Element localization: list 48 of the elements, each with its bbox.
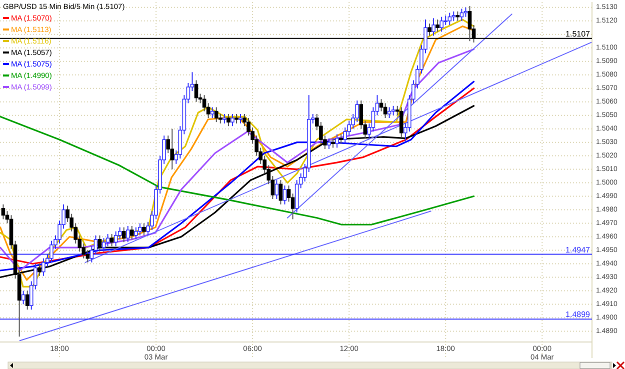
candlestick [110,234,114,247]
candlestick [387,106,392,119]
candlestick [126,225,130,243]
candlestick [432,18,436,36]
ref-line-label: 1.5107 [566,29,591,38]
candlestick [21,290,26,305]
candlestick [278,180,283,205]
candlestick [226,113,230,127]
candlestick [138,222,142,236]
candlestick [142,222,146,236]
candlestick [102,238,106,252]
candlestick [440,16,444,32]
candlestick [327,138,331,150]
candlestick [464,6,468,18]
candlestick [38,263,42,276]
candlestick [339,134,343,144]
candlestick [42,258,46,276]
ref-line-label: 1.4947 [566,245,591,254]
candlestick [1,204,6,220]
candlestick [238,113,242,124]
candlestick [331,138,335,148]
candlestick [383,102,388,119]
candlestick [452,10,456,22]
candlestick [436,19,440,32]
candlestick [98,234,102,252]
candlestick [234,113,238,124]
candlestick [391,105,396,116]
candlestick [282,184,287,205]
candlestick [122,226,126,243]
candlestick [230,113,234,127]
candlestick [170,128,174,170]
candlestick [448,12,452,26]
candlestick [114,230,118,247]
candlestick [194,80,198,102]
candlestick [25,290,30,310]
ref-line-label: 1.4899 [566,310,591,320]
candlestick [444,14,448,26]
candlestick [214,106,218,123]
candlestick [130,225,134,240]
candlestick [202,94,206,112]
candlestick [82,243,86,259]
candlestick [428,23,432,36]
candlestick [456,10,460,22]
candlestick [222,113,226,124]
candlestick [134,226,138,240]
candlestick [335,134,339,148]
candlestick [274,180,279,200]
candlestick [210,106,214,119]
